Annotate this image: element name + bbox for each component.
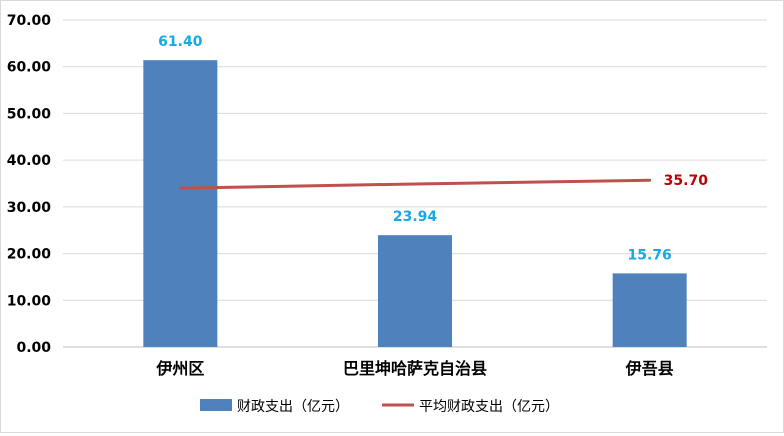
bar bbox=[378, 235, 452, 347]
y-tick-label: 40.00 bbox=[7, 153, 52, 169]
legend-label-line: 平均财政支出（亿元） bbox=[419, 399, 559, 415]
legend-swatch-bar bbox=[200, 399, 232, 411]
bar bbox=[143, 60, 218, 347]
legend-label-bar: 财政支出（亿元） bbox=[237, 399, 349, 415]
bar bbox=[612, 273, 687, 347]
y-tick-label: 30.00 bbox=[7, 200, 52, 216]
y-tick-label: 10.00 bbox=[7, 293, 52, 309]
y-tick-label: 0.00 bbox=[16, 340, 51, 356]
bar-data-label: 15.76 bbox=[628, 247, 672, 263]
y-tick-label: 70.00 bbox=[7, 13, 52, 29]
line-data-label: 35.70 bbox=[664, 173, 709, 189]
bar-data-label: 23.94 bbox=[393, 209, 438, 225]
average-line bbox=[178, 178, 652, 190]
y-tick-label: 50.00 bbox=[7, 106, 52, 122]
x-tick-label: 巴里坤哈萨克自治县 bbox=[343, 359, 487, 378]
x-tick-label: 伊吾县 bbox=[625, 359, 674, 378]
x-tick-label: 伊州区 bbox=[155, 359, 204, 378]
bar-data-label: 61.40 bbox=[158, 34, 203, 50]
y-tick-label: 20.00 bbox=[7, 247, 52, 263]
y-tick-label: 60.00 bbox=[7, 60, 52, 76]
